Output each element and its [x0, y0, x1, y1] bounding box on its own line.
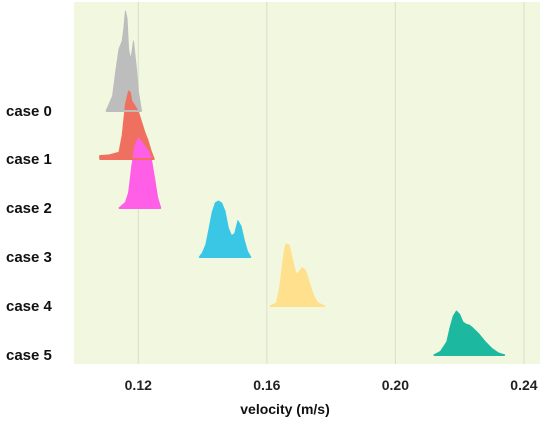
baselines	[99, 110, 505, 356]
category-label: case 1	[6, 151, 52, 168]
ridges	[99, 10, 506, 356]
x-axis-title: velocity (m/s)	[240, 401, 329, 417]
ridge-case-5	[433, 310, 506, 356]
category-label: case 3	[6, 249, 52, 266]
x-tick-label: 0.16	[253, 377, 280, 393]
category-label: case 2	[6, 200, 52, 217]
ridge-case-0	[105, 10, 142, 112]
ridge-case-4	[269, 243, 326, 307]
grid-lines	[137, 2, 525, 364]
ridge-case-3	[198, 200, 252, 258]
category-label: case 5	[6, 347, 52, 364]
category-label: case 0	[6, 103, 52, 120]
x-tick-labels: 0.12 0.16 0.20 0.24	[125, 377, 538, 393]
ridge-case-2	[118, 137, 162, 209]
x-tick-label: 0.20	[382, 377, 409, 393]
x-tick-label: 0.12	[125, 377, 152, 393]
category-labels: case 0 case 1 case 2 case 3 case 4 case 5	[6, 103, 53, 364]
category-label: case 4	[6, 298, 53, 315]
x-tick-label: 0.24	[510, 377, 537, 393]
